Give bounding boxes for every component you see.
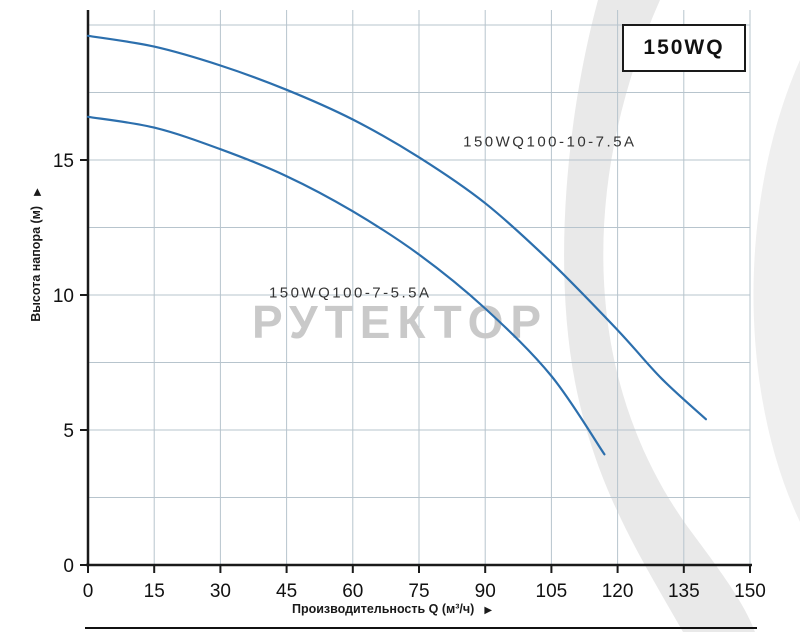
x-tick-label: 60 [342,581,363,602]
y-tick-label: 0 [63,556,74,577]
x-tick-label: 45 [276,581,297,602]
x-axis-arrow-icon: ▶ [484,605,492,616]
watermark: РУТЕКТОР [252,296,548,348]
x-tick-label: 30 [210,581,231,602]
pump-curve-150WQ100-7-5.5A [86,115,606,456]
x-tick-label: 90 [475,581,496,602]
x-tick-label: 120 [602,581,634,602]
x-tick-label: 75 [408,581,429,602]
x-tick-label: 0 [83,581,94,602]
model-series-box: 150WQ [622,24,746,72]
y-tick-label: 10 [53,286,74,307]
x-axis-title: Производительность Q (м³/ч) ▶ [292,602,492,616]
curve-label: 150WQ100-7-5.5A [269,285,432,302]
y-axis-arrow-icon: ▶ [32,188,43,196]
pump-curve-150WQ100-10-7.5A [86,34,707,421]
model-series-label: 150WQ [643,36,725,59]
y-tick-label: 15 [53,151,74,172]
x-tick-label: 150 [734,581,766,602]
x-tick-label: 105 [536,581,568,602]
swoosh-decoration-right [753,60,800,522]
swoosh-decoration [564,0,755,632]
x-tick-label: 135 [668,581,700,602]
y-axis-title: Высота напора (м)▶ [29,188,43,322]
x-tick-label: 15 [144,581,165,602]
curve-label: 150WQ100-10-7.5A [463,134,636,151]
y-tick-label: 5 [63,421,74,442]
